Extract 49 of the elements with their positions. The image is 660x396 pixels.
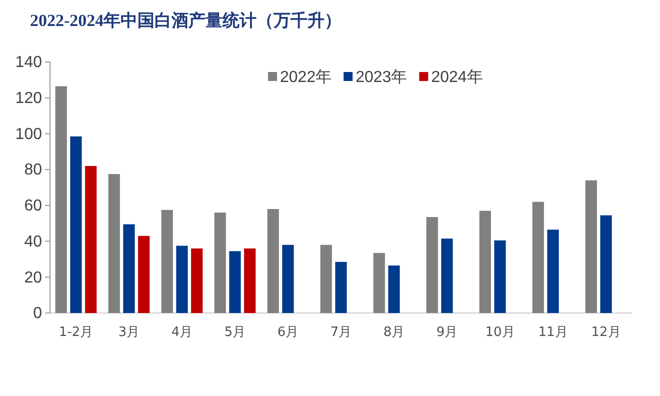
x-tick-label: 11月 — [538, 325, 568, 340]
bar — [373, 252, 385, 313]
x-tick-label: 8月 — [383, 325, 405, 340]
x-tick-label: 3月 — [118, 325, 140, 340]
legend-label: 2024年 — [431, 69, 483, 86]
bar — [547, 230, 559, 313]
bar — [70, 136, 82, 313]
legend-label: 2022年 — [280, 69, 332, 86]
bar — [123, 224, 135, 313]
bar — [585, 180, 597, 313]
x-tick-label: 7月 — [330, 325, 352, 340]
y-tick-label: 0 — [33, 305, 42, 322]
chart-title: 2022-2024年中国白酒产量统计（万千升） — [30, 11, 342, 30]
bar — [441, 238, 453, 313]
bar — [229, 251, 241, 313]
y-tick-label: 140 — [15, 54, 42, 72]
bar — [320, 244, 332, 313]
x-tick-label: 12月 — [591, 325, 621, 340]
y-tick-label: 120 — [15, 90, 42, 107]
bar — [600, 215, 612, 313]
bar — [267, 209, 279, 313]
y-tick-label: 20 — [24, 269, 42, 286]
bar — [176, 246, 188, 313]
x-tick-label: 9月 — [436, 325, 458, 340]
legend-label: 2023年 — [356, 69, 408, 86]
bar — [191, 248, 203, 313]
bar — [388, 265, 400, 313]
x-tick-label: 4月 — [171, 325, 193, 340]
x-tick-label: 10月 — [485, 325, 515, 340]
y-tick-label: 60 — [24, 198, 42, 215]
bar — [532, 202, 544, 313]
bar — [282, 244, 294, 313]
bar — [55, 86, 67, 313]
y-tick-label: 80 — [24, 162, 42, 179]
bar — [479, 210, 491, 313]
bar — [494, 240, 506, 313]
y-tick-label: 100 — [15, 126, 42, 143]
bar — [138, 236, 150, 313]
bar — [85, 166, 97, 313]
x-tick-label: 6月 — [277, 325, 299, 340]
bar — [161, 210, 173, 313]
bar — [335, 262, 347, 313]
bar — [214, 212, 226, 313]
bar — [426, 217, 438, 313]
x-tick-label: 5月 — [224, 325, 246, 340]
x-tick-label: 1-2月 — [58, 325, 94, 340]
bar — [244, 248, 256, 313]
bar — [108, 174, 120, 313]
y-tick-label: 40 — [24, 233, 42, 250]
